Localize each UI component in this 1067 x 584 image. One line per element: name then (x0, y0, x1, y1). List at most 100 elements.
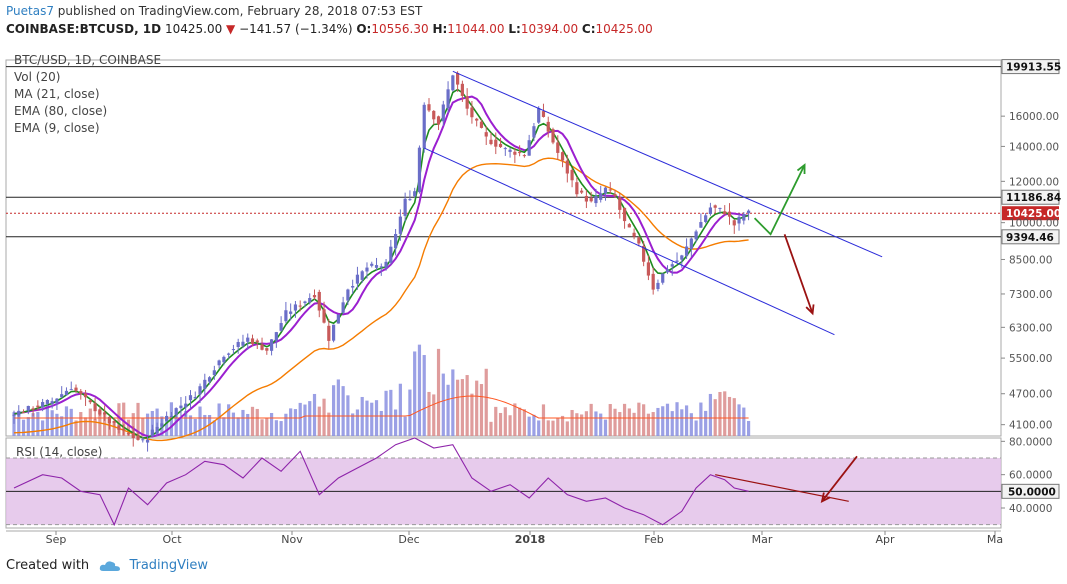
candle-body (661, 273, 665, 283)
volume-bar (594, 411, 598, 436)
volume-bar (603, 419, 608, 436)
volume-ma-line (14, 395, 749, 419)
rsi-arrow[interactable] (821, 455, 858, 502)
volume-bar (494, 406, 498, 436)
ema80-line (13, 157, 749, 442)
volume-bar (723, 391, 727, 436)
candle-body (513, 151, 517, 155)
candle-body (274, 332, 278, 341)
volume-bar (513, 403, 517, 436)
bearish-arrow[interactable] (783, 233, 814, 314)
volume-bar (384, 390, 388, 436)
volume-bar (250, 406, 255, 436)
author-link[interactable]: Puetas7 (6, 4, 54, 18)
created-with-text: Created with (6, 558, 90, 573)
level-label: 11186.84 (1006, 192, 1061, 204)
legend-ema9[interactable]: EMA (9, close) (14, 121, 100, 135)
candle-body (475, 118, 479, 121)
candle-body (665, 269, 670, 273)
candle-body (608, 189, 612, 191)
candle-body (36, 405, 40, 408)
low-value: 10394.00 (520, 22, 579, 36)
candle-body (417, 147, 422, 193)
volume-bar (589, 403, 593, 436)
candle-body (746, 210, 751, 214)
candle-body (599, 193, 603, 200)
channel-lower-line[interactable] (424, 147, 835, 336)
candle-body (456, 72, 460, 85)
bullish-arrow[interactable] (753, 164, 806, 236)
candle-body (88, 400, 92, 403)
candle-body (460, 83, 464, 96)
volume-bar (131, 413, 135, 436)
candle-body (150, 429, 154, 437)
candle-body (322, 309, 326, 323)
candle-body (250, 338, 255, 344)
candle-body (293, 304, 298, 311)
candle-body (41, 402, 45, 408)
volume-bar (456, 379, 460, 436)
candle-body (699, 222, 703, 228)
volume-bar (599, 413, 603, 436)
candle-body (169, 416, 174, 418)
candle-body (727, 211, 732, 217)
volume-bar (551, 420, 555, 436)
volume-bar (742, 407, 746, 436)
candle-body (379, 266, 383, 268)
volume-bar (298, 402, 302, 436)
candle-body (713, 205, 717, 208)
candle-body (141, 439, 145, 441)
candle-body (670, 264, 674, 267)
volume-bar (289, 408, 293, 436)
candle-body (45, 400, 49, 404)
price-tick-label: 16000.00 (1009, 111, 1059, 123)
volume-bar (532, 414, 536, 436)
volume-bar (398, 383, 402, 436)
candle-body (532, 126, 536, 138)
time-tick-label: Nov (281, 533, 303, 546)
volume-bar (684, 405, 689, 436)
volume-bar (184, 411, 188, 436)
candle-body (479, 121, 484, 128)
time-tick-label: Feb (644, 533, 663, 546)
candle-body (312, 295, 317, 298)
rsi-value-tag (1001, 483, 1060, 499)
volume-bar (503, 407, 507, 436)
low-label: L: (508, 22, 521, 36)
volume-bar (136, 402, 140, 436)
volume-bar (165, 418, 169, 436)
channel-upper-line[interactable] (452, 70, 883, 258)
time-tick-label: Oct (162, 533, 182, 546)
main-pane[interactable] (5, 59, 1002, 437)
candle-body (537, 108, 541, 123)
candle-body (413, 191, 417, 197)
volume-bar (355, 409, 360, 436)
candle-body (360, 271, 364, 280)
price-tick-label: 6300.00 (1009, 322, 1052, 334)
candle-body (217, 360, 221, 366)
legend-ma21[interactable]: MA (21, close) (14, 87, 100, 101)
volume-bar (351, 413, 355, 436)
candle-body (737, 216, 741, 224)
close-label: C: (581, 22, 596, 36)
volume-bar (112, 420, 116, 436)
candle-body (603, 187, 608, 194)
ohlc-line: COINBASE:BTCUSD, 1D 10425.00 ▼ −141.57 (… (6, 22, 653, 36)
volume-bar (408, 389, 412, 436)
candle-body (370, 263, 374, 266)
time-tick-label: 2018 (515, 533, 546, 546)
tradingview-brand[interactable]: TradingView (129, 558, 208, 573)
candle-body (527, 140, 531, 156)
legend-vol[interactable]: Vol (20) (14, 70, 61, 84)
high-value: 11044.00 (447, 22, 505, 36)
footer: Created with TradingView (6, 558, 208, 573)
candle-body (613, 194, 617, 197)
candle-body (365, 267, 369, 272)
candle-body (336, 314, 340, 324)
legend-ema80[interactable]: EMA (80, close) (14, 104, 108, 118)
candle-body (284, 310, 288, 322)
price-tick-label: 8500.00 (1009, 254, 1052, 266)
price-tick-label: 10000.00 (1009, 218, 1059, 230)
time-tick-label: Mar (752, 533, 773, 546)
